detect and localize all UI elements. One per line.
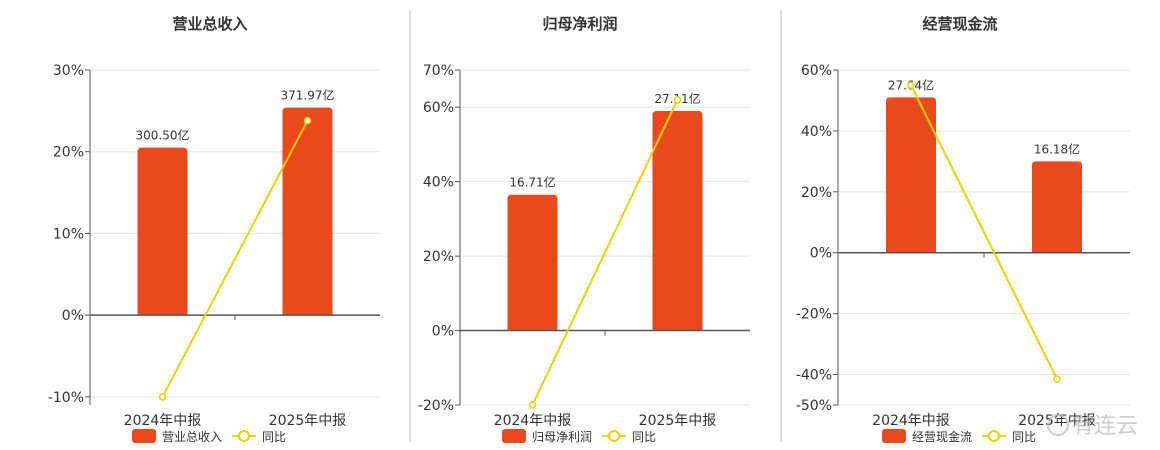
legend-bar-swatch bbox=[882, 429, 906, 443]
x-tick-label: 2025年中报 bbox=[1018, 413, 1096, 429]
y-tick-label: -20% bbox=[418, 398, 454, 414]
watermark-logo-icon bbox=[1047, 414, 1069, 436]
yoy-point-2 bbox=[1053, 375, 1061, 383]
watermark: 有连云 bbox=[1047, 414, 1138, 439]
yoy-point-2 bbox=[673, 96, 682, 104]
y-tick-label: 30% bbox=[53, 63, 84, 79]
chart-title: 经营现金流 bbox=[922, 15, 997, 33]
x-tick-label: 2025年中报 bbox=[269, 413, 347, 429]
legend-line-marker bbox=[238, 430, 250, 442]
y-tick-label: 0% bbox=[810, 246, 832, 262]
y-tick-label: 0% bbox=[62, 308, 84, 324]
y-tick-label: 0% bbox=[432, 324, 454, 340]
y-tick-label: 20% bbox=[423, 249, 454, 265]
y-tick-label: 10% bbox=[53, 226, 84, 242]
y-tick-label: 70% bbox=[423, 63, 454, 79]
yoy-line bbox=[531, 99, 679, 406]
yoy-line bbox=[161, 120, 309, 398]
yoy-point-2 bbox=[303, 116, 312, 125]
chart-title: 营业总收入 bbox=[172, 15, 247, 33]
bar-1 bbox=[886, 97, 936, 253]
yoy-point-1 bbox=[528, 401, 537, 409]
x-tick-label: 2024年中报 bbox=[872, 413, 950, 429]
bar-1 bbox=[507, 194, 558, 331]
legend-bar-label: 经营现金流 bbox=[912, 429, 972, 444]
legend-line-marker bbox=[608, 430, 620, 442]
legend-line-marker bbox=[988, 430, 1000, 442]
legend-bar-label: 营业总收入 bbox=[162, 430, 222, 444]
bar-2 bbox=[652, 110, 703, 331]
chart-panel-1: 营业总收入 30% 20% 10% 0% -10% 300.50亿 371.97亿 2024年中… bbox=[48, 15, 380, 444]
bar-value-label: 16.71亿 bbox=[509, 175, 555, 190]
yoy-point-1 bbox=[158, 393, 167, 401]
legend-line-label: 同比 bbox=[262, 430, 286, 444]
chart-panel-2: 归母净利润70%60%40%20%0%-20%16.71亿27.11亿2024年… bbox=[418, 15, 750, 444]
y-tick-label: -20% bbox=[796, 307, 832, 323]
yoy-line bbox=[910, 84, 1058, 380]
y-tick-label: -40% bbox=[796, 368, 832, 384]
x-tick-label: 2024年中报 bbox=[494, 413, 572, 429]
bar-value-label: 300.50亿 bbox=[136, 128, 190, 143]
chart-title: 归母净利润 bbox=[542, 15, 617, 33]
legend-bar-swatch bbox=[132, 429, 156, 443]
legend-bar-swatch bbox=[502, 429, 526, 443]
bar-2 bbox=[282, 107, 333, 316]
y-tick-label: 20% bbox=[53, 145, 84, 161]
yoy-point-1 bbox=[907, 81, 915, 89]
bar-value-label: 16.18亿 bbox=[1034, 141, 1080, 156]
x-tick-label: 2025年中报 bbox=[639, 413, 717, 429]
y-tick-label: 60% bbox=[423, 100, 454, 116]
y-tick-label: 60% bbox=[801, 63, 832, 79]
chart-panel-3: 经营现金流60%40%20%0%-20%-40%-50%27.64亿16.18亿… bbox=[796, 15, 1130, 444]
legend-line-label: 同比 bbox=[1012, 430, 1036, 444]
y-tick-label: 20% bbox=[801, 185, 832, 201]
bar-value-label: 371.97亿 bbox=[281, 88, 335, 103]
legend-line-label: 同比 bbox=[632, 430, 656, 444]
y-tick-label: -50% bbox=[796, 398, 832, 414]
bar-2 bbox=[1032, 161, 1082, 253]
bar-1 bbox=[137, 147, 188, 316]
y-tick-label: 40% bbox=[423, 175, 454, 191]
y-tick-label: 40% bbox=[801, 124, 832, 140]
legend-bar-label: 归母净利润 bbox=[532, 430, 592, 444]
y-tick-label: -10% bbox=[48, 390, 84, 406]
x-tick-label: 2024年中报 bbox=[124, 413, 202, 429]
watermark-text: 有连云 bbox=[1072, 414, 1138, 439]
